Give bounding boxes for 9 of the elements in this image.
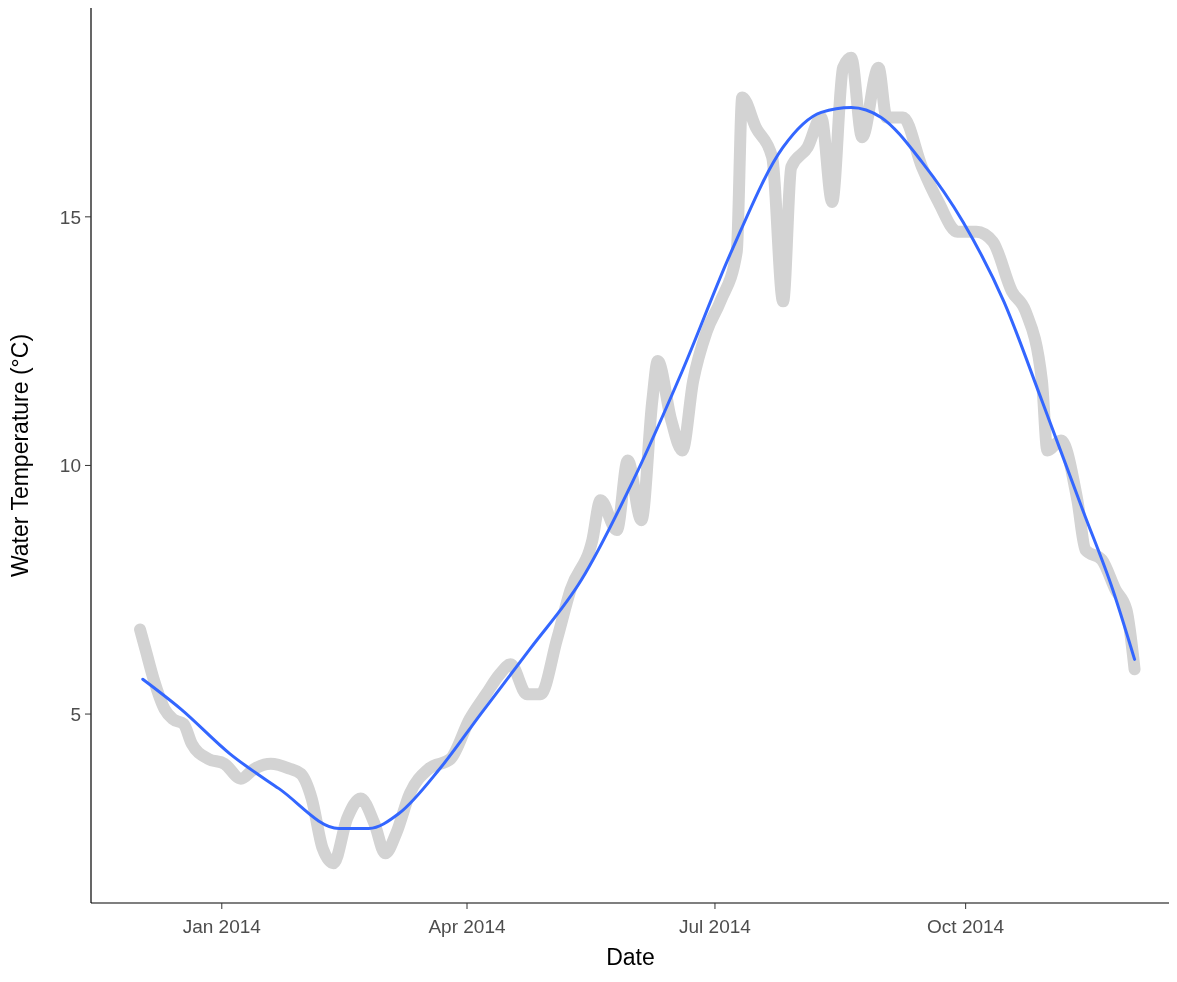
x-tick-label: Oct 2014 bbox=[927, 916, 1005, 937]
y-tick-label: 10 bbox=[59, 455, 81, 477]
x-tick-label: Apr 2014 bbox=[428, 916, 506, 937]
x-axis-title: Date bbox=[606, 944, 655, 970]
y-tick-label: 15 bbox=[59, 206, 81, 228]
y-axis-title: Water Temperature (°C) bbox=[7, 333, 33, 578]
x-tick-label: Jan 2014 bbox=[182, 916, 262, 937]
y-tick-label: 5 bbox=[70, 704, 81, 726]
x-tick-label: Jul 2014 bbox=[679, 916, 752, 937]
